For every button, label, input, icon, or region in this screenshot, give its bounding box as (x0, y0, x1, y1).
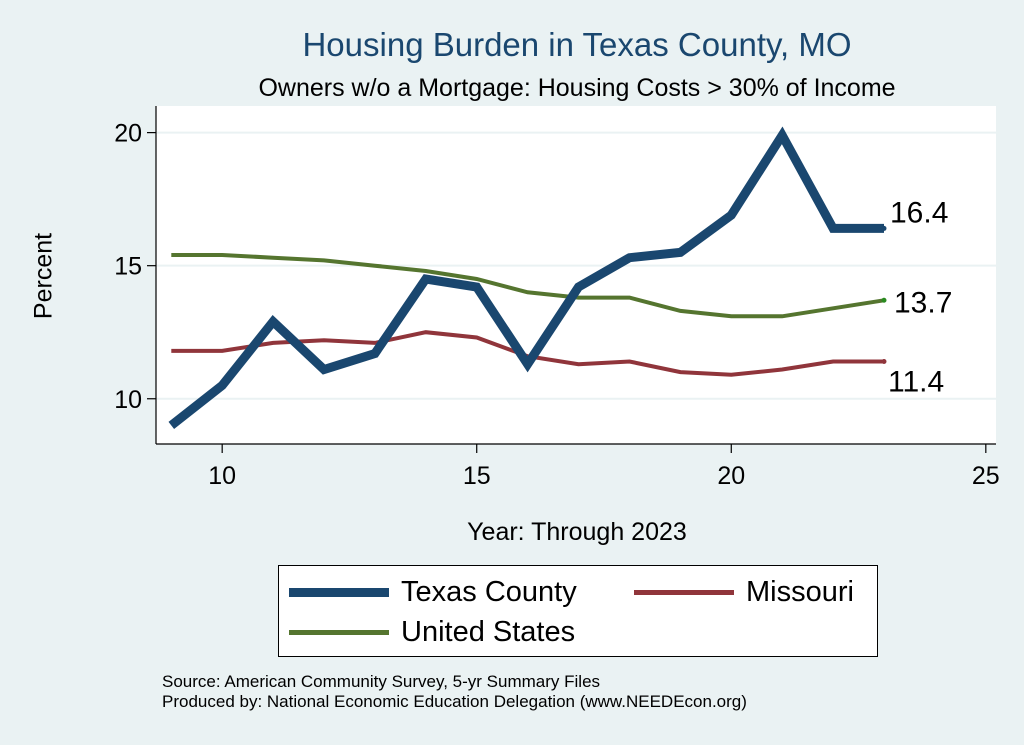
legend-label-texas-county: Texas County (401, 576, 577, 608)
series-line-texas-county (168, 126, 884, 429)
legend-label-missouri: Missouri (746, 576, 854, 608)
x-tick-label-15: 15 (463, 462, 491, 490)
y-tick-label-10: 10 (114, 386, 142, 414)
end-label-texas-county: 16.4 (890, 196, 948, 229)
y-axis-title: Percent (29, 232, 58, 320)
series-lines (168, 126, 887, 429)
chart-subtitle: Owners w/o a Mortgage: Housing Costs > 3… (258, 74, 896, 102)
end-label-missouri: 11.4 (888, 365, 944, 398)
end-labels: 16.4 11.4 13.7 (888, 196, 952, 398)
end-point-united-states (881, 297, 887, 303)
y-tick-label-15: 15 (114, 253, 142, 281)
x-tick-label-20: 20 (717, 462, 745, 490)
legend-swatch-texas-county (289, 588, 389, 597)
legend-item-united-states: United States (289, 616, 575, 649)
chart-title: Housing Burden in Texas County, MO (302, 26, 852, 63)
legend: Texas County Missouri United States (278, 565, 878, 657)
axes: 10 15 20 10 15 20 25 (114, 106, 1000, 490)
x-tick-label-10: 10 (208, 462, 236, 490)
source-note: Source: American Community Survey, 5-yr … (162, 672, 601, 691)
legend-item-texas-county: Texas County (289, 576, 577, 609)
end-point-texas-county (881, 225, 887, 231)
gridlines (156, 131, 996, 400)
legend-swatch-missouri (634, 590, 734, 595)
end-point-missouri (881, 358, 887, 364)
legend-item-missouri: Missouri (634, 576, 854, 609)
end-label-united-states: 13.7 (894, 286, 952, 319)
x-axis-title: Year: Through 2023 (467, 518, 687, 546)
legend-label-united-states: United States (401, 616, 576, 648)
y-tick-label-20: 20 (114, 120, 142, 148)
producer-note: Produced by: National Economic Education… (162, 692, 747, 711)
series-line-united-states (171, 253, 885, 319)
x-tick-label-25: 25 (972, 462, 1000, 490)
legend-swatch-united-states (289, 630, 389, 635)
plot-area (156, 106, 996, 444)
